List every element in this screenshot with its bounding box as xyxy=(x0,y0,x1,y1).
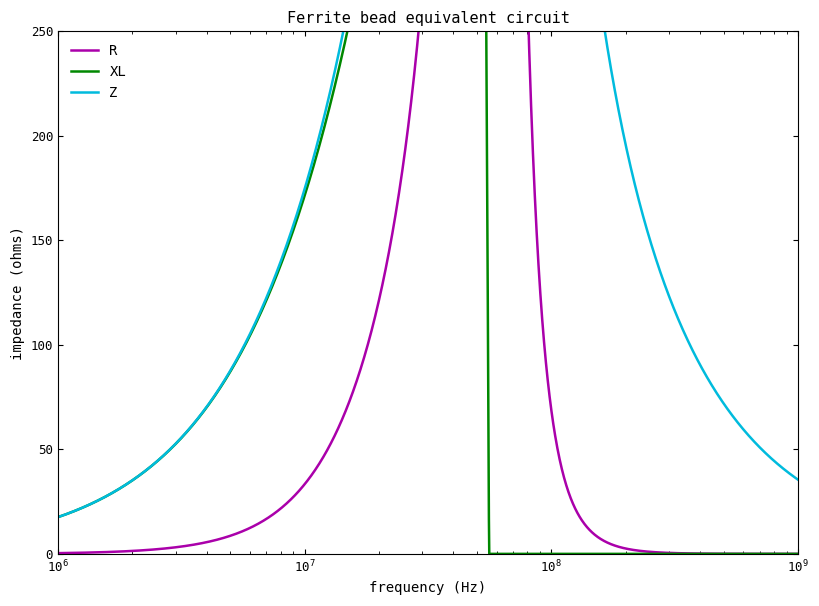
Line: R: R xyxy=(58,0,797,554)
R xyxy=(393,195,403,202)
R xyxy=(413,35,423,42)
X-axis label: frequency (Hz): frequency (Hz) xyxy=(369,581,486,595)
Z xyxy=(771,460,781,467)
Z xyxy=(91,498,101,505)
R xyxy=(792,550,802,558)
R xyxy=(636,547,645,554)
XL xyxy=(53,513,63,521)
Z xyxy=(636,205,645,212)
XL xyxy=(792,550,802,558)
Line: Z: Z xyxy=(58,0,797,517)
XL xyxy=(636,550,645,558)
XL xyxy=(91,498,101,505)
R xyxy=(53,550,63,557)
Z xyxy=(771,459,781,467)
R xyxy=(771,550,781,558)
Z xyxy=(792,476,802,484)
XL xyxy=(771,550,781,558)
XL xyxy=(484,550,494,558)
XL xyxy=(771,550,781,558)
Y-axis label: impedance (ohms): impedance (ohms) xyxy=(11,225,25,359)
Z xyxy=(53,513,63,521)
R xyxy=(91,549,101,556)
Legend: R, XL, Z: R, XL, Z xyxy=(65,38,132,105)
Line: XL: XL xyxy=(58,0,797,554)
Title: Ferrite bead equivalent circuit: Ferrite bead equivalent circuit xyxy=(286,11,568,26)
R xyxy=(771,550,781,558)
